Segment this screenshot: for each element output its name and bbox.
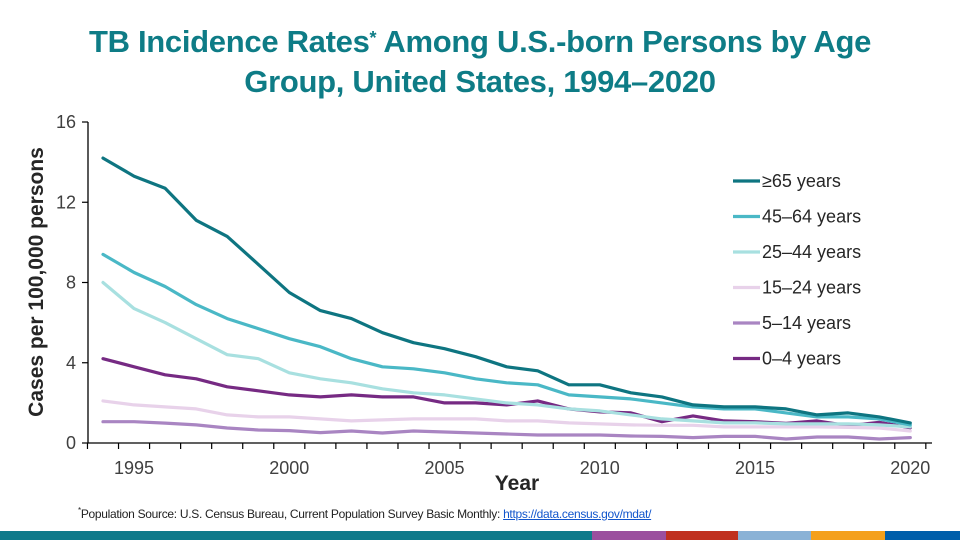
x-tick-label: 2010 xyxy=(580,458,620,478)
footnote-text: Population Source: U.S. Census Bureau, C… xyxy=(80,507,504,521)
legend-label: 5–14 years xyxy=(762,313,851,333)
color-bar-segment xyxy=(885,531,960,540)
y-tick-label: 4 xyxy=(66,353,76,373)
x-tick-label: 2015 xyxy=(735,458,775,478)
decorative-color-bar xyxy=(0,531,960,540)
color-bar-segment xyxy=(0,531,592,540)
x-tick-label: 2000 xyxy=(269,458,309,478)
x-tick-label: 2005 xyxy=(425,458,465,478)
title-text-end: Among U.S.-born Persons by Age xyxy=(376,24,872,59)
series-line-45-64-years xyxy=(101,252,912,427)
y-tick-label: 8 xyxy=(66,273,76,293)
legend-label: 25–44 years xyxy=(762,242,861,262)
series-line-5-14-years xyxy=(101,420,912,441)
legend-label: 45–64 years xyxy=(762,207,861,227)
footnote: *Population Source: U.S. Census Bureau, … xyxy=(78,506,651,521)
color-bar-segment xyxy=(666,531,738,540)
x-tick-label: 1995 xyxy=(114,458,154,478)
legend-label: 0–4 years xyxy=(762,349,841,369)
color-bar-segment xyxy=(738,531,811,540)
series-line-15-24-years xyxy=(101,399,912,433)
title-line-1: TB Incidence Rates* Among U.S.-born Pers… xyxy=(0,22,960,62)
legend-label: 15–24 years xyxy=(762,278,861,298)
color-bar-segment xyxy=(811,531,885,540)
series-line--65-years xyxy=(101,156,912,425)
chart-title: TB Incidence Rates* Among U.S.-born Pers… xyxy=(0,22,960,102)
footnote-marker: * xyxy=(78,506,81,515)
y-axis-title: Cases per 100,000 persons xyxy=(25,147,48,417)
census-link[interactable]: https://data.census.gov/mdat/ xyxy=(503,507,652,521)
footnote-marker: * xyxy=(369,28,377,48)
x-tick-label: 2020 xyxy=(890,458,930,478)
y-tick-label: 0 xyxy=(66,433,76,453)
title-text-start: TB Incidence Rates xyxy=(88,24,370,59)
series-line-25-44-years xyxy=(101,280,912,429)
axes: 0 4 8 12 16 1995 2000 2005 2010 2015 2020 xyxy=(56,112,932,478)
series-lines xyxy=(101,156,912,441)
series-line-0-4-years xyxy=(101,357,912,430)
y-tick-label: 12 xyxy=(56,192,76,212)
title-line-2: Group, United States, 1994–2020 xyxy=(244,64,716,99)
color-bar-segment xyxy=(592,531,666,540)
x-axis-title: Year xyxy=(495,472,539,495)
legend: ≥65 years 45–64 years 25–44 years 15–24 yea… xyxy=(733,171,861,369)
legend-label: ≥65 years xyxy=(762,171,841,191)
y-tick-label: 16 xyxy=(56,112,76,132)
